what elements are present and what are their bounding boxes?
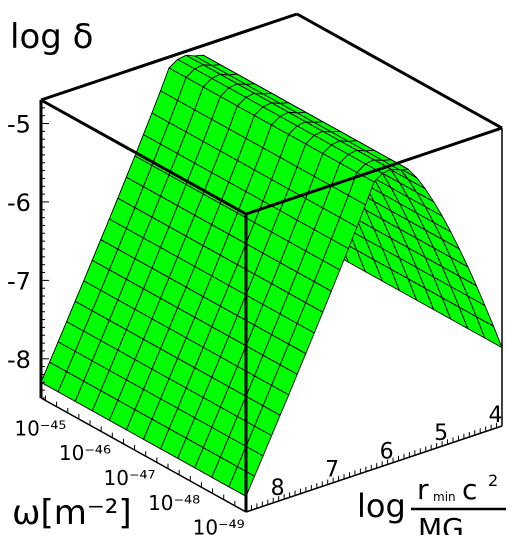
z-axis-tick-label: -7: [7, 267, 31, 295]
x-axis-label-numerator: r: [417, 473, 429, 506]
y-axis-tick-label: 10⁻⁴⁷: [104, 466, 156, 490]
y-axis-tick-label: 10⁻⁴⁸: [148, 491, 200, 515]
surface-mesh: [40, 54, 503, 497]
y-axis-label: ω[m⁻²]: [12, 493, 132, 533]
box-edge-bottom-left: [40, 397, 247, 513]
z-axis-label: log δ: [10, 17, 93, 57]
box-edge-top-front-right: [245, 126, 503, 216]
x-axis-label-numerator-sup: 2: [488, 471, 498, 490]
box-edge-top-back: [40, 12, 298, 102]
bounding-box-front: [40, 98, 503, 513]
z-axis-tick-label: -8: [7, 346, 31, 374]
y-axis-tick-label: 10⁻⁴⁵: [14, 416, 66, 440]
z-axis-tick-label: -5: [7, 111, 31, 139]
x-axis-tick-label: 6: [380, 439, 394, 464]
y-axis-tick-label: 10⁻⁴⁹: [193, 516, 245, 535]
x-axis-label: log r min c 2 MG: [357, 471, 506, 535]
z-axis-tick-label: -6: [7, 189, 31, 217]
x-axis-tick-label: 4: [489, 403, 503, 428]
x-axis-label-denominator: MG: [418, 512, 464, 535]
box-edge-top-front-left: [40, 98, 247, 216]
x-axis-label-numerator-tail: c: [462, 473, 477, 506]
box-edge-top-right: [296, 12, 503, 130]
x-axis-tick-label: 7: [325, 458, 339, 483]
surface-patch: [228, 466, 255, 497]
y-axis-tick-label: 10⁻⁴⁶: [59, 441, 111, 465]
x-axis-tick-label: 5: [434, 421, 448, 446]
x-axis-tick-label: 8: [271, 476, 285, 501]
x-axis-label-prefix: log: [357, 487, 406, 525]
box-edge-bottom-right: [245, 425, 503, 513]
x-axis-label-numerator-sub: min: [433, 490, 456, 504]
